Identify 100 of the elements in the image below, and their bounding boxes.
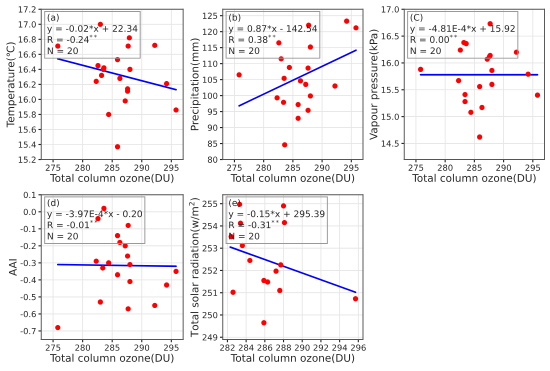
point	[173, 107, 179, 113]
point	[261, 320, 266, 326]
y-tick-label: 249	[202, 334, 218, 341]
point	[353, 25, 359, 30]
point	[98, 299, 103, 305]
point	[114, 272, 120, 278]
y-tick-label: 100	[202, 92, 218, 99]
point	[296, 102, 301, 108]
annotation: R = -0.01$^{**}$	[48, 220, 98, 228]
annotation: (a)	[48, 14, 59, 22]
annotation: N = 20	[48, 47, 78, 54]
y-tick-label: -0.6	[20, 310, 36, 318]
y-tick-label: 95	[208, 108, 218, 115]
x-tick-label: 285	[104, 344, 120, 351]
point	[247, 258, 252, 264]
x-tick-label: 280	[75, 164, 90, 171]
y-tick-label: 85	[208, 140, 218, 147]
point	[278, 262, 284, 268]
y-tick-label: 80	[208, 156, 218, 163]
y-tick-label: 110	[202, 60, 218, 67]
y-tick-label: 15.4	[18, 142, 36, 148]
x-axis-title: Total column ozone(DU)	[50, 174, 174, 184]
y-axis-title: Precipitation(mm)	[190, 38, 201, 130]
x-tick-label: 280	[256, 164, 272, 171]
annotation: y = 0.87*x - 142.54	[228, 25, 318, 34]
y-tick-label: 253	[202, 245, 218, 252]
point	[286, 64, 292, 70]
y-tick-label: 15.5	[382, 86, 399, 94]
point	[126, 222, 131, 228]
point	[462, 98, 468, 104]
y-tick-label: 16.4	[18, 66, 36, 73]
annotation: N = 20	[229, 47, 260, 54]
annotation: N = 20	[48, 232, 78, 240]
y-tick-label: 15.6	[18, 126, 36, 133]
point	[94, 258, 99, 264]
y-tick-label: -0.3	[20, 260, 36, 266]
point	[127, 262, 133, 268]
point	[114, 144, 120, 150]
y-tick-label: 90	[208, 124, 218, 131]
y-tick-label: -0.7	[20, 328, 36, 334]
annotation: R = 0.38$^{**}$	[229, 34, 276, 43]
y-tick-label: 125	[202, 12, 218, 19]
point	[477, 134, 482, 140]
annotation: (d)	[48, 199, 59, 208]
point	[126, 35, 132, 40]
x-tick-label: 294	[332, 344, 348, 351]
y-tick-label: 250	[202, 312, 218, 318]
point	[55, 324, 60, 330]
point	[106, 112, 112, 118]
x-axis-title: Total column ozone(DU)	[230, 174, 354, 184]
x-tick-label: 275	[46, 164, 60, 171]
point	[468, 110, 474, 115]
y-tick-label: 16.6	[18, 51, 36, 58]
y-tick-label: 16.0	[382, 60, 399, 66]
x-tick-label: 282	[220, 344, 235, 351]
point	[282, 220, 288, 226]
x-tick-label: 284	[238, 344, 254, 351]
y-tick-label: 17.0	[18, 21, 36, 28]
y-axis-title: Temperature(℃)	[6, 42, 16, 128]
x-tick-label: 290	[134, 164, 150, 171]
point	[124, 253, 130, 259]
x-tick-label: 292	[314, 344, 328, 351]
point	[477, 84, 482, 90]
point	[152, 42, 158, 48]
x-tick-label: 275	[227, 164, 242, 171]
point	[152, 302, 158, 308]
y-tick-label: 115	[202, 44, 218, 51]
x-axis-title: Total column ozone(DU)	[50, 354, 174, 364]
x-tick-label: 288	[276, 344, 291, 351]
x-tick-label: 290	[314, 164, 330, 171]
point	[230, 290, 236, 295]
x-tick-label: 290	[134, 344, 150, 351]
y-tick-label: -0.5	[20, 294, 36, 300]
point	[98, 72, 104, 78]
y-tick-label: 17.2	[18, 6, 36, 12]
point	[114, 233, 120, 238]
y-tick-label: 105	[202, 76, 218, 83]
annotation: (b)	[229, 14, 240, 22]
point	[274, 95, 280, 100]
point	[298, 78, 304, 84]
y-tick-label: 15.2	[18, 156, 36, 163]
point	[273, 268, 279, 274]
point	[280, 100, 286, 105]
point	[489, 68, 495, 74]
y-tick-label: 255	[202, 200, 218, 207]
point	[236, 72, 242, 78]
annotation: R = -0.24$^{**}$	[48, 34, 97, 43]
y-axis-title: Total solar radiation(w/m$^{2}$)	[188, 198, 200, 338]
point	[456, 78, 462, 84]
point	[489, 82, 495, 87]
y-axis-title: Vapour pressure(kPa)	[369, 30, 380, 140]
point	[94, 78, 99, 84]
y-tick-label: -0.1	[20, 226, 36, 232]
point	[95, 63, 101, 68]
x-tick-label: 280	[438, 164, 453, 171]
annotation: R = 0.00$^{**}$	[410, 34, 457, 43]
x-tick-label: 286	[257, 344, 272, 351]
y-tick-label: 17.0	[382, 6, 399, 13]
point	[127, 278, 133, 284]
x-tick-label: 290	[496, 164, 511, 171]
